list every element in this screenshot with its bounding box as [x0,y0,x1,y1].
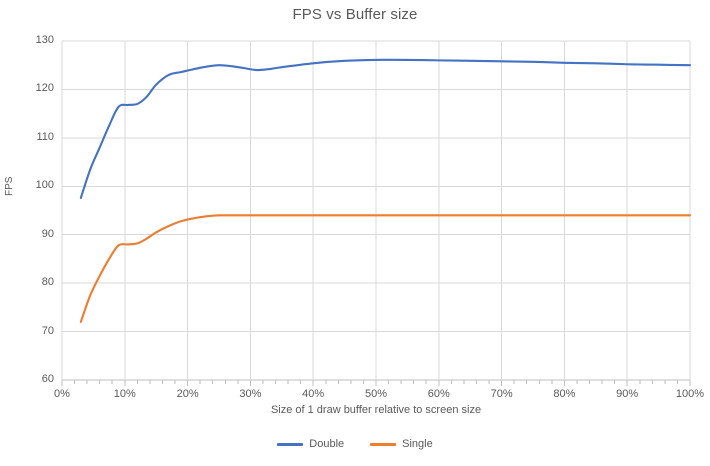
y-tick-label: 110 [36,130,54,143]
x-axis-title: Size of 1 draw buffer relative to screen… [270,404,482,416]
x-tick-label: 30% [239,388,262,400]
y-tick-label: 100 [35,179,54,192]
x-tick-label: 40% [302,388,325,400]
series-line-single [79,214,692,323]
x-tick-label: 80% [553,388,576,400]
x-tick-label: 90% [616,388,639,400]
x-tick-label: 70% [490,388,513,400]
y-tick-label: 80 [41,276,54,289]
y-tick-label: 130 [35,34,54,46]
x-tick-label: 10% [113,388,136,400]
legend-swatch-icon [277,442,304,446]
x-tick-label: 20% [176,388,199,400]
legend-entry-single[interactable]: Single [370,438,433,450]
legend-label: Single [402,438,433,450]
y-tick-label: 60 [41,373,54,385]
chart-title: FPS vs Buffer size [292,6,418,23]
x-tick-label: 60% [427,388,450,400]
chart-legend: Double Single [0,438,710,450]
legend-label: Double [309,438,345,450]
x-tick-label: 50% [364,388,388,400]
x-tick-label: 100% [675,388,705,400]
legend-swatch-icon [370,442,397,446]
legend-entry-double[interactable]: Double [277,438,344,450]
y-tick-label: 90 [41,227,54,240]
y-tick-label: 120 [35,82,54,95]
x-tick-label: 0% [54,388,70,400]
series-line-double [79,58,692,199]
y-tick-label: 70 [41,324,54,337]
